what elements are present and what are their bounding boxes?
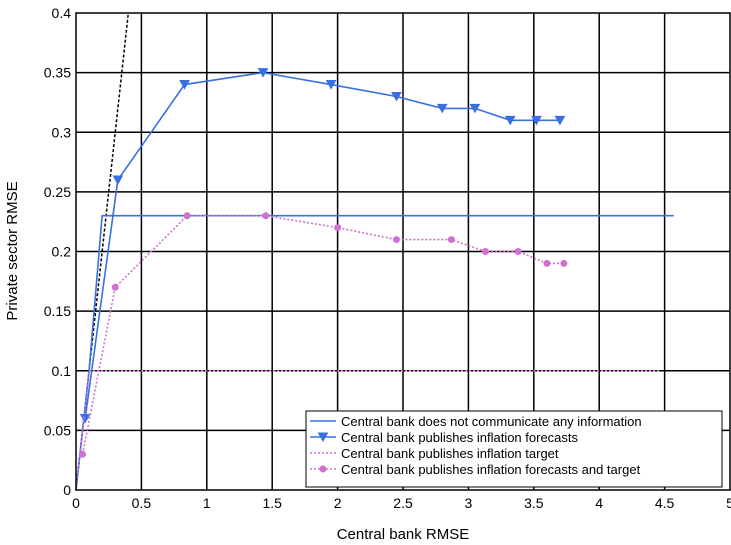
y-axis-ticks: 0 0.05 0.1 0.15 0.2 0.25 0.3 0.35 0.4	[44, 5, 71, 498]
y-tick-label: 0.05	[44, 422, 71, 438]
data-point	[183, 212, 191, 220]
plot-frame	[75, 12, 731, 491]
series-line	[75, 369, 661, 491]
series-4	[79, 212, 568, 458]
x-tick-label: 3	[465, 495, 473, 511]
data-point	[334, 224, 342, 232]
x-tick-label: 1.5	[262, 495, 282, 511]
legend-label: Central bank publishes inflation forecas…	[341, 462, 641, 477]
y-tick-label: 0	[63, 482, 71, 498]
legend-label: Central bank publishes inflation forecas…	[341, 430, 579, 445]
data-point	[79, 413, 91, 424]
data-point	[447, 236, 455, 244]
series-line	[75, 214, 674, 491]
x-tick-label: 1	[203, 495, 211, 511]
y-tick-label: 0.25	[44, 184, 71, 200]
series-line	[81, 214, 564, 455]
y-tick-label: 0.3	[52, 124, 72, 140]
data-point	[79, 450, 87, 458]
data-point	[560, 259, 568, 267]
y-tick-label: 0.2	[52, 244, 72, 260]
data-point	[112, 175, 124, 185]
x-tick-label: 3.5	[524, 495, 544, 511]
x-tick-label: 5	[726, 495, 731, 511]
legend: Central bank does not communicate any in…	[305, 410, 723, 488]
x-tick-label: 4	[595, 495, 603, 511]
data-point	[514, 248, 522, 255]
legend-marker	[317, 432, 329, 443]
data-point	[543, 259, 551, 267]
data-point	[391, 91, 402, 102]
data-point	[257, 68, 269, 78]
data-point	[325, 80, 337, 90]
data-point	[504, 115, 516, 126]
legend-label: Central bank does not communicate any in…	[341, 414, 642, 429]
data-point	[179, 80, 190, 90]
y-tick-label: 0.1	[52, 363, 72, 379]
y-tick-label: 0.15	[44, 303, 71, 319]
y-tick-label: 0.4	[52, 5, 72, 21]
data-point	[481, 248, 489, 255]
x-tick-label: 0.5	[132, 495, 152, 511]
x-tick-label: 2.5	[393, 495, 413, 511]
data-point	[111, 283, 119, 291]
x-tick-label: 4.5	[655, 495, 675, 511]
y-tick-label: 0.35	[44, 65, 71, 81]
data-point	[392, 236, 400, 244]
x-tick-label: 2	[334, 495, 342, 511]
data-point	[436, 103, 448, 114]
y-axis-title: Private sector RMSE	[4, 181, 21, 320]
legend-marker	[319, 465, 327, 473]
data-point	[531, 115, 542, 126]
series-group	[75, 68, 674, 491]
series-2	[79, 68, 566, 424]
data-point	[262, 212, 270, 220]
series-1	[75, 214, 674, 491]
x-tick-label: 0	[72, 495, 80, 511]
legend-label: Central bank publishes inflation target	[341, 446, 559, 461]
series-3	[75, 369, 661, 491]
legend-box	[305, 410, 723, 488]
x-axis-title: Central bank RMSE	[337, 526, 470, 543]
data-point	[469, 103, 481, 114]
x-axis-ticks: 0 0.5 1 1.5 2 2.5 3 3.5 4 4.5 5	[72, 495, 731, 511]
data-point	[554, 115, 566, 126]
